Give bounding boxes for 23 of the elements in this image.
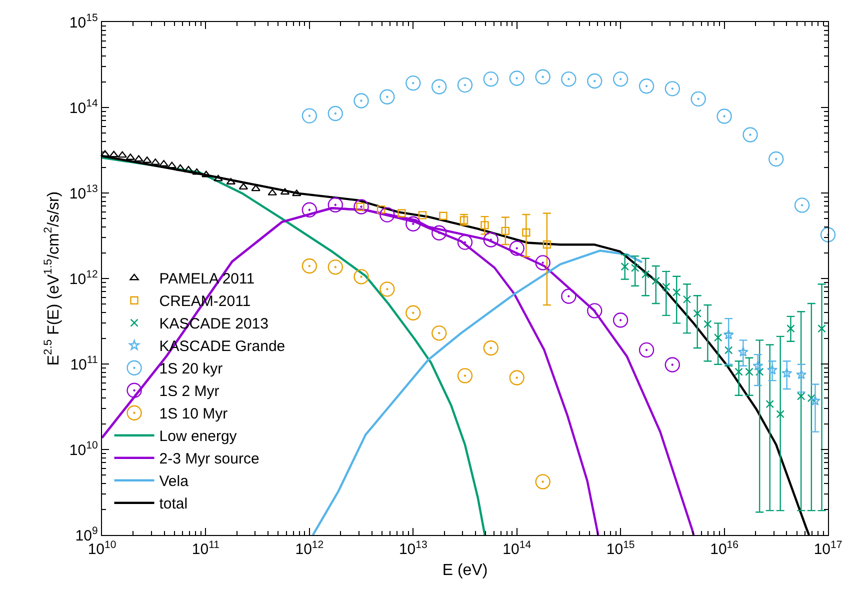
legend-label: 1S 2 Myr	[159, 383, 220, 400]
y-tick-label: 10$^{12}$	[69, 268, 98, 288]
legend-label: Vela	[159, 473, 190, 490]
legend-label: Low energy	[159, 428, 238, 446]
y-tick-label: 10$^{15}$	[69, 12, 98, 32]
legend-label: 2-3 Myr source	[159, 450, 260, 468]
legend-label: total	[159, 496, 188, 513]
y-tick-label: 10$^{11}$	[70, 354, 98, 374]
x-tick-label: 10$^{15}$	[606, 538, 635, 558]
x-tick-label: 10$^{16}$	[710, 538, 739, 558]
y-tick-label: 10$^{14}$	[69, 97, 98, 117]
x-tick-label: 10$^{12}$	[295, 538, 324, 558]
x-tick-label: 10$^{13}$	[398, 538, 428, 558]
x-tick-label: 10$^{14}$	[502, 538, 532, 558]
legend-label: 1S 20 kyr	[159, 360, 223, 378]
legend-label: 1S 10 Myr	[159, 406, 228, 423]
legend-label: PAMELA 2011	[159, 270, 255, 288]
x-tick-label: 10$^{11}$	[192, 538, 220, 558]
y-tick-label: 10$^{13}$	[69, 182, 98, 202]
x-tick-label: 10$^{17}$	[814, 538, 842, 558]
x-axis-title: E (eV)	[442, 562, 488, 579]
y-tick-label: 10$^{9}$	[75, 524, 98, 544]
y-tick-label: 10$^{10}$	[69, 439, 98, 459]
